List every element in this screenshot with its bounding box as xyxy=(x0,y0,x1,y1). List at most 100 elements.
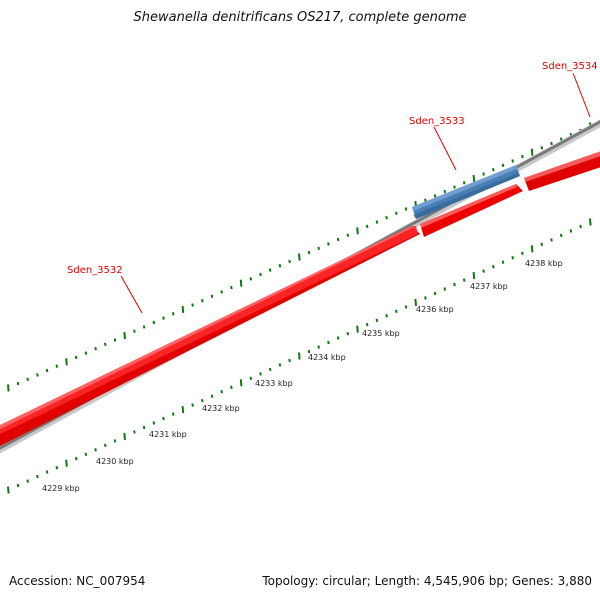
inner-tick-mark xyxy=(16,483,20,488)
outer-tick-mark xyxy=(424,198,427,202)
inner-tick-mark xyxy=(230,385,233,389)
label-sden-3533[interactable]: Sden_3533 xyxy=(409,116,465,127)
outer-tick-mark xyxy=(104,342,107,346)
leader-sden-3532 xyxy=(120,275,143,314)
label-sden-3534[interactable]: Sden_3534 xyxy=(542,61,598,72)
inner-tick-mark xyxy=(365,323,369,327)
outer-tick-mark xyxy=(16,381,20,386)
tick-label: 4229 kbp xyxy=(42,484,80,493)
inner-tick-mark xyxy=(336,336,340,340)
inner-tick-mark xyxy=(201,399,204,403)
outer-tick-mark xyxy=(559,137,563,141)
outer-tick-mark xyxy=(307,250,311,255)
inner-tick-mark xyxy=(482,269,485,273)
inner-tick-mark xyxy=(36,474,39,479)
accession-text: Accession: NC_007954 xyxy=(9,574,146,588)
outer-tick-mark xyxy=(395,211,398,215)
gene-sden-3533[interactable] xyxy=(412,165,520,219)
outer-tick-mark xyxy=(94,347,97,351)
inner-tick-mark xyxy=(268,367,272,372)
inner-tick-mark xyxy=(550,238,553,242)
inner-tick-track xyxy=(7,218,592,494)
tick-label: 4233 kbp xyxy=(255,379,293,388)
inner-tick-mark xyxy=(55,466,59,470)
map-title: Shewanella denitrificans OS217, complete… xyxy=(133,10,467,25)
outer-tick-mark xyxy=(26,377,29,381)
inner-tick-mark xyxy=(84,452,88,456)
outer-tick-mark xyxy=(317,246,320,250)
inner-tick-mark xyxy=(104,443,107,447)
outer-tick-mark xyxy=(462,181,466,185)
outer-tick-mark xyxy=(7,384,10,392)
outer-tick-mark xyxy=(162,316,165,320)
outer-tick-mark xyxy=(45,368,49,373)
gene-sden-3534[interactable] xyxy=(524,148,600,191)
outer-tick-mark xyxy=(375,220,379,224)
outer-tick-mark xyxy=(278,264,282,268)
inner-tick-mark xyxy=(278,363,282,367)
inner-tick-mark xyxy=(7,486,10,494)
gene-sden-3532[interactable] xyxy=(0,226,420,447)
outer-tick-mark xyxy=(336,237,340,242)
outer-tick-mark xyxy=(268,268,272,272)
leader-sden-3534 xyxy=(572,72,591,118)
outer-tick-mark xyxy=(404,207,408,211)
inner-tick-mark xyxy=(433,291,437,296)
outer-tick-mark xyxy=(346,233,350,237)
outer-tick-mark xyxy=(210,294,214,298)
outer-tick-mark xyxy=(181,305,185,313)
outer-tick-mark xyxy=(298,253,301,261)
tick-label: 4235 kbp xyxy=(362,329,400,338)
inner-tick-mark xyxy=(298,352,301,360)
inner-tick-mark xyxy=(152,421,156,425)
outer-tick-mark xyxy=(288,259,291,264)
outer-tick-mark xyxy=(443,189,447,194)
outer-tick-mark xyxy=(385,216,388,220)
inner-tick-mark xyxy=(569,229,573,233)
inner-tick-mark xyxy=(171,412,175,416)
inner-tick-mark xyxy=(501,260,505,264)
outer-tick-mark xyxy=(453,185,456,189)
inner-tick-mark xyxy=(94,448,97,452)
outer-tick-mark xyxy=(327,242,330,246)
outer-tick-mark xyxy=(55,364,59,368)
tick-label: 4236 kbp xyxy=(416,305,454,314)
outer-tick-mark xyxy=(239,279,243,287)
outer-tick-mark xyxy=(530,148,534,156)
tick-label: 4237 kbp xyxy=(470,282,508,291)
inner-tick-mark xyxy=(579,224,582,229)
inner-tick-mark xyxy=(327,340,330,345)
outer-tick-mark xyxy=(365,224,369,229)
gene-sden-3533-forward-segment[interactable] xyxy=(420,184,523,237)
outer-tick-mark xyxy=(259,272,262,277)
outer-tick-mark xyxy=(511,159,514,163)
outer-tick-mark xyxy=(171,312,175,316)
outer-tick-mark xyxy=(540,146,544,150)
inner-tick-mark xyxy=(356,325,359,333)
inner-tick-mark xyxy=(113,439,117,443)
inner-tick-mark xyxy=(74,457,78,461)
inner-tick-mark xyxy=(65,459,68,467)
outer-tick-mark xyxy=(152,320,156,325)
inner-tick-mark xyxy=(133,430,136,434)
inner-tick-mark xyxy=(492,265,495,269)
outer-tick-mark xyxy=(249,277,253,281)
inner-tick-mark xyxy=(395,309,398,313)
outer-tick-mark xyxy=(74,355,78,360)
inner-tick-mark xyxy=(26,479,29,483)
label-sden-3532[interactable]: Sden_3532 xyxy=(67,265,123,276)
tick-label: 4230 kbp xyxy=(96,457,134,466)
inner-tick-mark xyxy=(45,470,49,474)
outer-tick-mark xyxy=(191,303,194,307)
inner-tick-mark xyxy=(142,425,146,430)
inner-tick-mark xyxy=(181,406,185,414)
outer-tick-mark xyxy=(142,325,146,329)
inner-tick-mark xyxy=(123,432,126,440)
inner-tick-mark xyxy=(462,278,466,282)
inner-tick-mark xyxy=(249,376,253,380)
inner-tick-mark xyxy=(375,318,379,322)
outer-tick-mark xyxy=(36,373,39,377)
inner-tick-mark xyxy=(259,372,262,376)
tick-label: 4234 kbp xyxy=(308,353,346,362)
